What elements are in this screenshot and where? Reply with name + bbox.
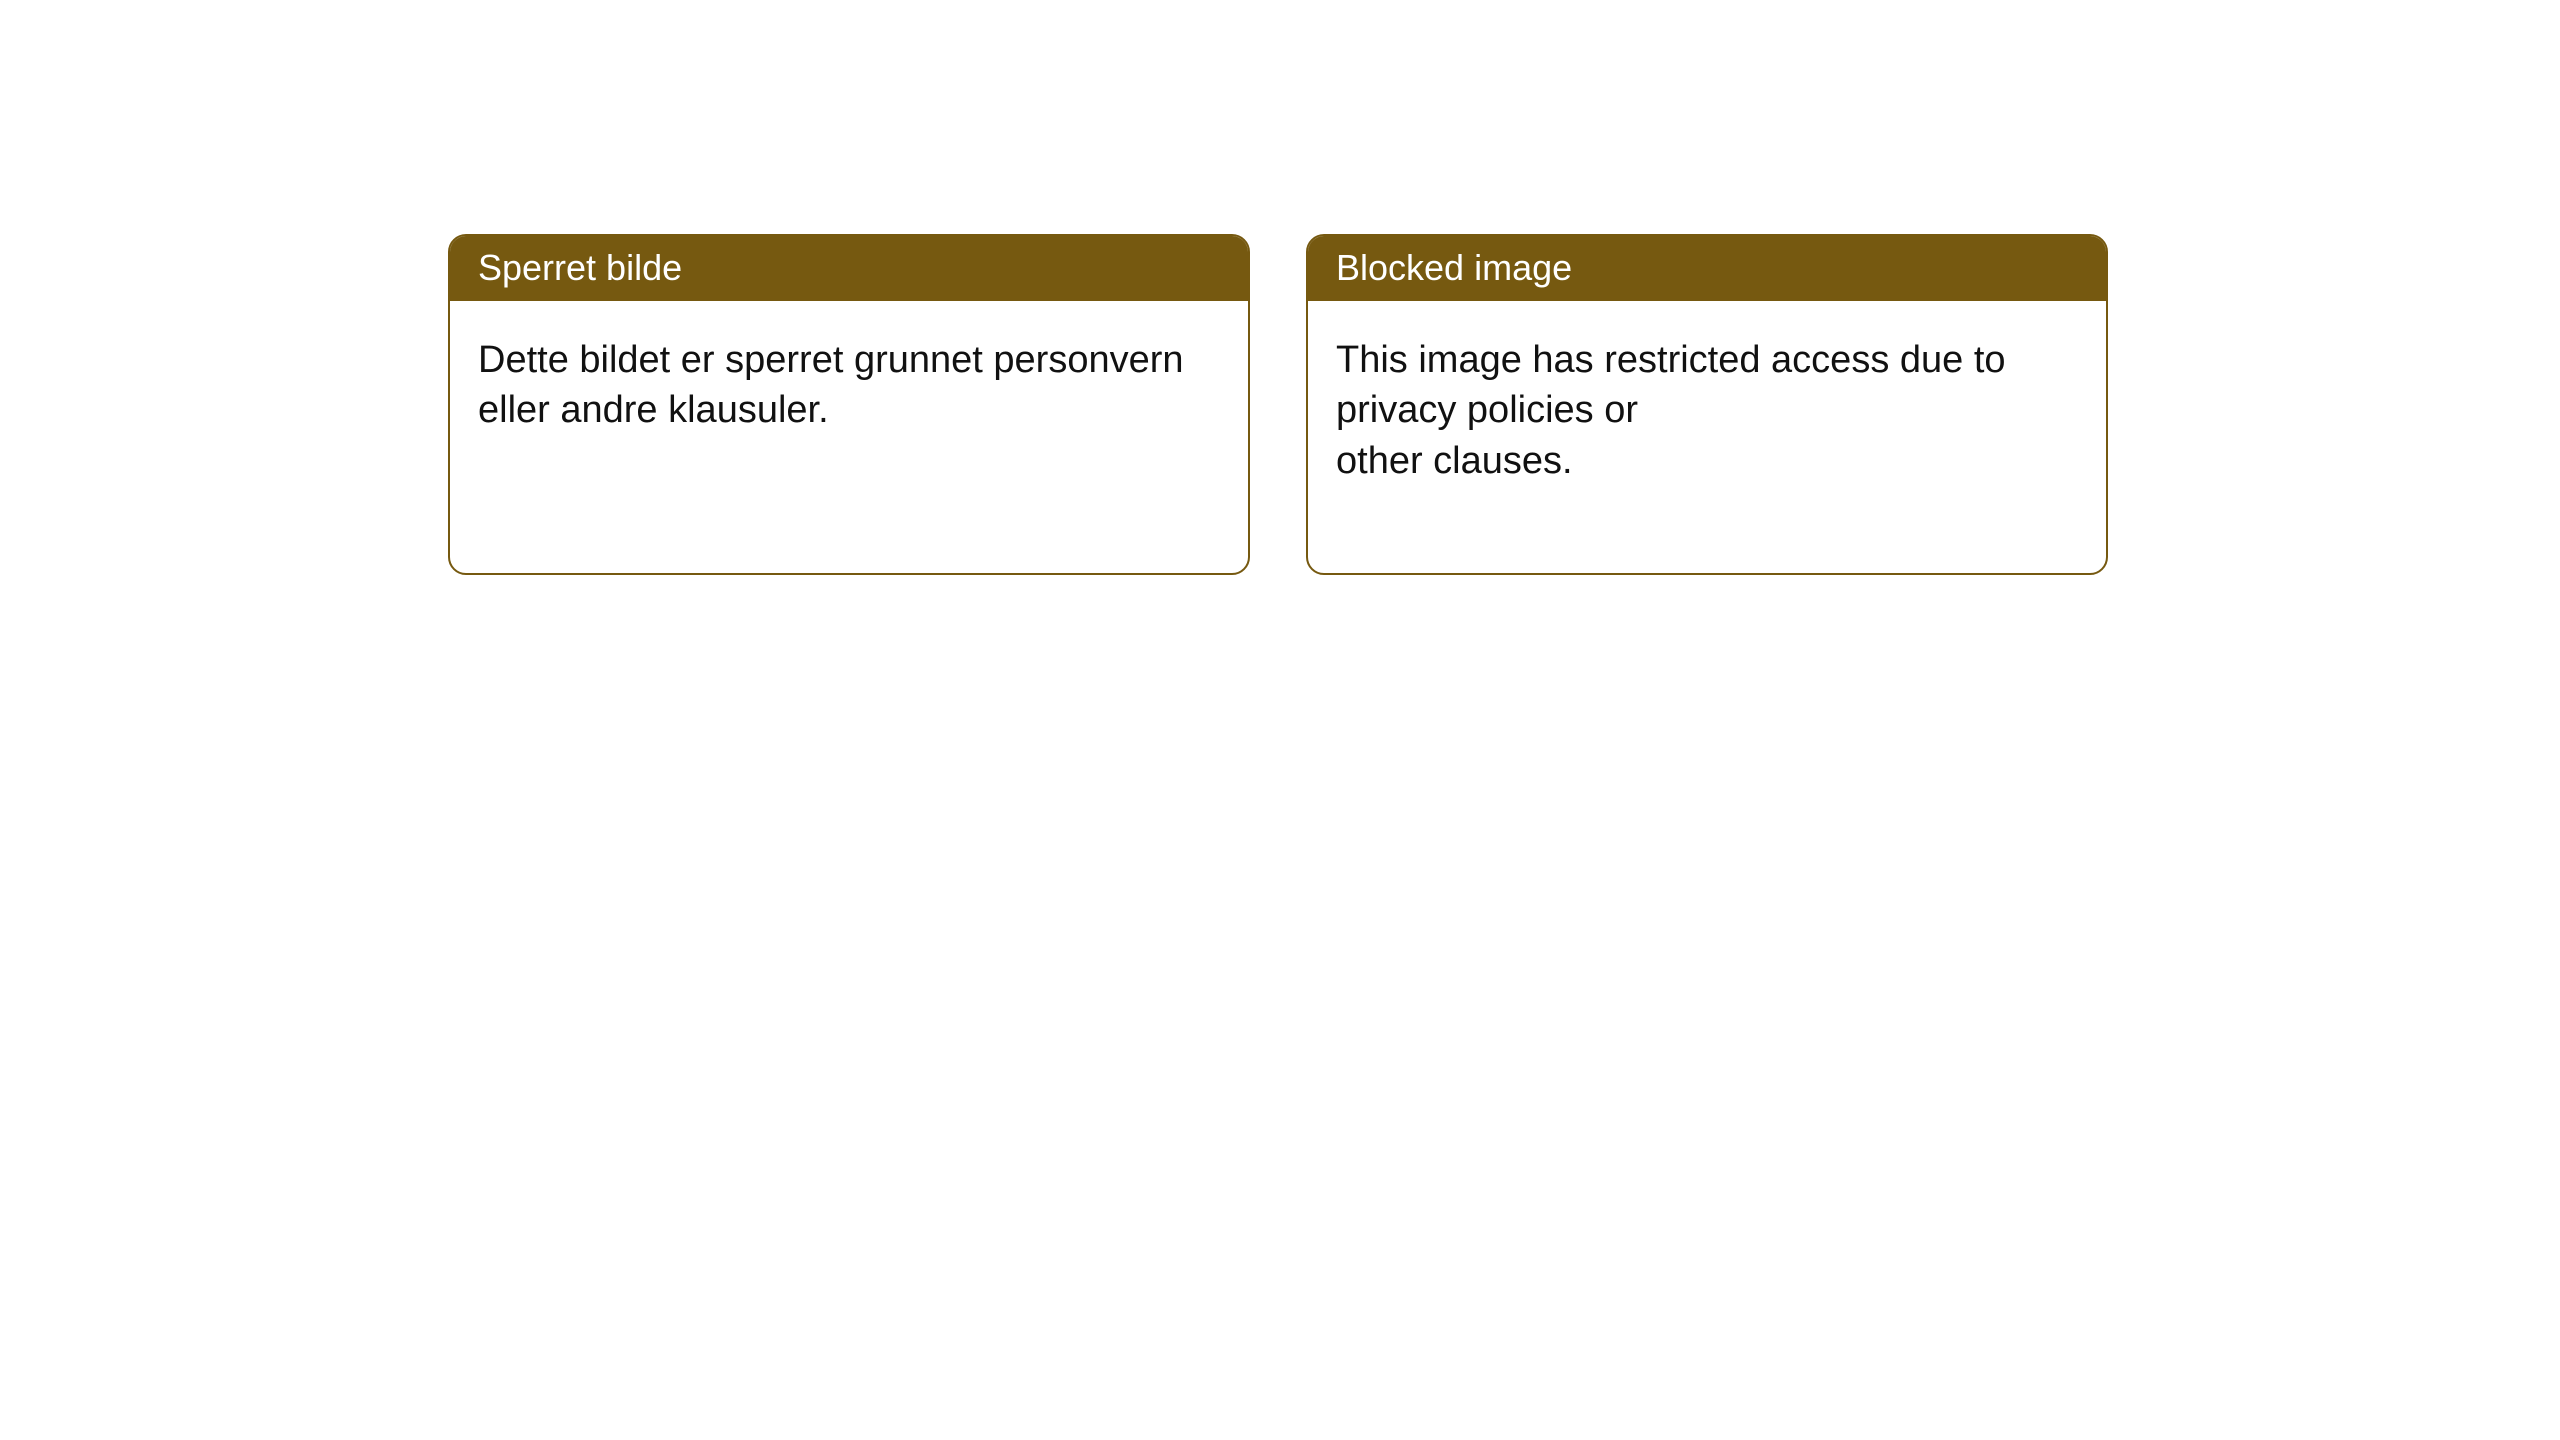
notice-card-title: Blocked image [1308, 236, 2106, 301]
notice-card-english: Blocked image This image has restricted … [1306, 234, 2108, 575]
notice-card-body: Dette bildet er sperret grunnet personve… [450, 301, 1248, 573]
notice-card-title: Sperret bilde [450, 236, 1248, 301]
notice-container: Sperret bilde Dette bildet er sperret gr… [0, 0, 2560, 575]
notice-card-body: This image has restricted access due to … [1308, 301, 2106, 573]
notice-card-norwegian: Sperret bilde Dette bildet er sperret gr… [448, 234, 1250, 575]
